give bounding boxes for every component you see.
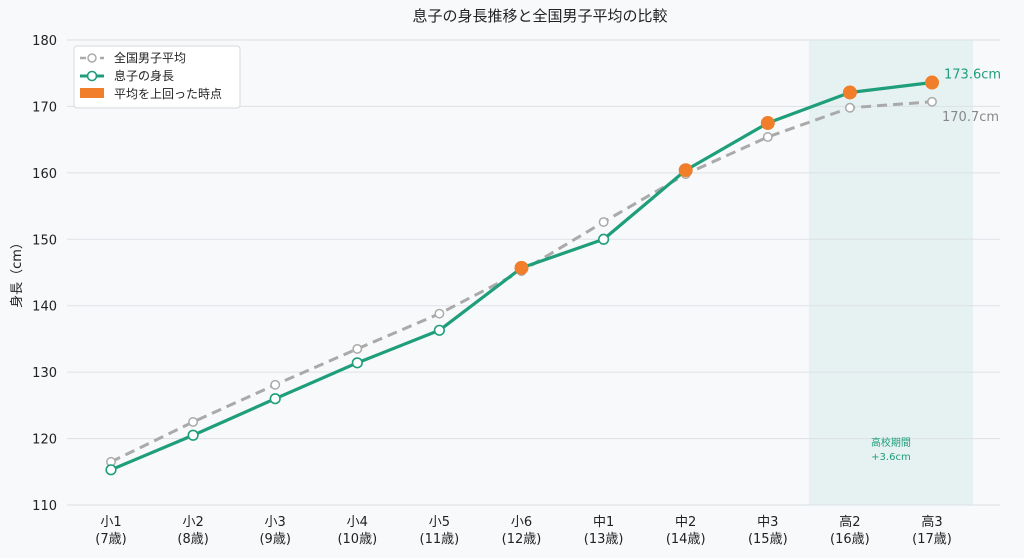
x-tick-label: 小1 (100, 515, 121, 530)
son-point (433, 324, 446, 336)
shaded-region-label: 高校期間 (871, 436, 911, 449)
x-tick-label: 高3 (921, 514, 942, 530)
x-tick-sublabel: (14歳) (666, 532, 706, 547)
avg-point (598, 217, 609, 227)
avg-end-label: 170.7cm (942, 110, 999, 125)
y-tick-label: 180 (32, 34, 57, 49)
legend-label-highlight: 平均を上回った時点 (114, 87, 222, 101)
son-point (187, 429, 199, 441)
son-point (597, 233, 610, 245)
son-point (351, 357, 363, 369)
x-tick-label: 小6 (511, 515, 532, 530)
x-tick-sublabel: (12歳) (502, 532, 542, 547)
legend-label-son: 息子の身長 (114, 68, 174, 83)
y-tick-label: 140 (32, 300, 57, 315)
x-tick-sublabel: (17歳) (912, 532, 952, 547)
legend-swatch-highlight (80, 88, 104, 98)
avg-point (352, 343, 363, 354)
x-tick-label: 高2 (839, 514, 860, 530)
x-tick-label: 小3 (265, 515, 286, 530)
x-tick-sublabel: (9歳) (259, 532, 290, 547)
y-tick-label: 110 (32, 499, 57, 514)
highlight-point (678, 163, 693, 178)
x-tick-sublabel: (10歳) (337, 532, 377, 547)
son-point (269, 393, 281, 405)
y-tick-label: 130 (32, 366, 57, 381)
x-tick-sublabel: (7歳) (95, 532, 126, 547)
legend-label-avg: 全国男子平均 (114, 50, 186, 65)
avg-point (434, 308, 445, 319)
x-tick-sublabel: (15歳) (748, 532, 788, 547)
x-tick-label: 小5 (429, 515, 450, 530)
avg-point (762, 132, 773, 142)
highlight-point (514, 260, 529, 275)
son-end-label: 173.6cm (944, 68, 1001, 83)
x-tick-sublabel: (8歳) (177, 532, 208, 547)
son-point (105, 464, 117, 476)
x-tick-sublabel: (11歳) (420, 532, 460, 547)
avg-point (844, 102, 855, 113)
x-tick-sublabel: (16歳) (830, 532, 870, 547)
legend-marker-son (86, 70, 98, 82)
highlight-point (925, 75, 939, 90)
y-tick-label: 120 (32, 433, 57, 448)
y-axis-label: 身長（cm） (9, 236, 25, 308)
avg-point (927, 96, 937, 107)
highlight-point (842, 85, 857, 100)
legend-box (73, 45, 241, 109)
x-tick-label: 小4 (347, 515, 368, 530)
avg-point (270, 379, 281, 390)
chart-title: 息子の身長推移と全国男子平均の比較 (412, 7, 667, 25)
x-tick-label: 中3 (757, 515, 778, 530)
plot-area (67, 40, 1000, 505)
avg-point (188, 417, 199, 427)
x-tick-sublabel: (13歳) (584, 532, 624, 547)
highlight-point (760, 116, 775, 131)
shaded-region (808, 40, 974, 505)
shaded-region-delta: +3.6cm (871, 452, 911, 463)
x-tick-label: 中1 (593, 515, 614, 530)
y-tick-label: 160 (32, 167, 57, 182)
y-tick-label: 170 (32, 100, 57, 115)
x-tick-label: 中2 (675, 515, 696, 530)
y-tick-label: 150 (32, 233, 57, 248)
legend-marker-avg (87, 53, 97, 63)
x-tick-label: 小2 (182, 515, 203, 530)
